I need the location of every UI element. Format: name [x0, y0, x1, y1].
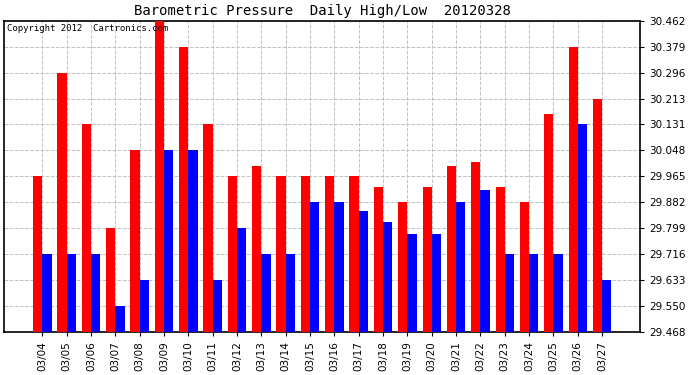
Bar [553, 254, 563, 332]
Bar [252, 166, 262, 332]
Bar [578, 124, 587, 332]
Bar [81, 124, 91, 332]
Bar [359, 211, 368, 332]
Bar [33, 176, 42, 332]
Bar [325, 176, 335, 332]
Bar [42, 254, 52, 332]
Bar [301, 176, 310, 332]
Bar [188, 150, 197, 332]
Bar [529, 254, 538, 332]
Title: Barometric Pressure  Daily High/Low  20120328: Barometric Pressure Daily High/Low 20120… [134, 4, 511, 18]
Bar [237, 228, 246, 332]
Bar [139, 280, 149, 332]
Bar [204, 124, 213, 332]
Bar [593, 99, 602, 332]
Bar [422, 187, 432, 332]
Bar [447, 166, 456, 332]
Bar [310, 202, 319, 332]
Bar [106, 228, 115, 332]
Bar [505, 254, 514, 332]
Bar [350, 176, 359, 332]
Bar [335, 202, 344, 332]
Bar [471, 162, 480, 332]
Bar [213, 280, 222, 332]
Bar [179, 47, 188, 332]
Bar [480, 190, 490, 332]
Bar [495, 187, 505, 332]
Bar [57, 73, 67, 332]
Bar [130, 150, 139, 332]
Bar [91, 254, 100, 332]
Bar [155, 21, 164, 332]
Bar [228, 176, 237, 332]
Bar [569, 47, 578, 332]
Bar [164, 150, 173, 332]
Bar [374, 187, 383, 332]
Bar [398, 202, 407, 332]
Bar [383, 222, 393, 332]
Bar [277, 176, 286, 332]
Text: Copyright 2012  Cartronics.com: Copyright 2012 Cartronics.com [8, 24, 168, 33]
Bar [286, 254, 295, 332]
Bar [407, 234, 417, 332]
Bar [67, 254, 76, 332]
Bar [262, 254, 270, 332]
Bar [602, 280, 611, 332]
Bar [544, 114, 553, 332]
Bar [456, 202, 465, 332]
Bar [432, 234, 441, 332]
Bar [115, 306, 125, 332]
Bar [520, 202, 529, 332]
